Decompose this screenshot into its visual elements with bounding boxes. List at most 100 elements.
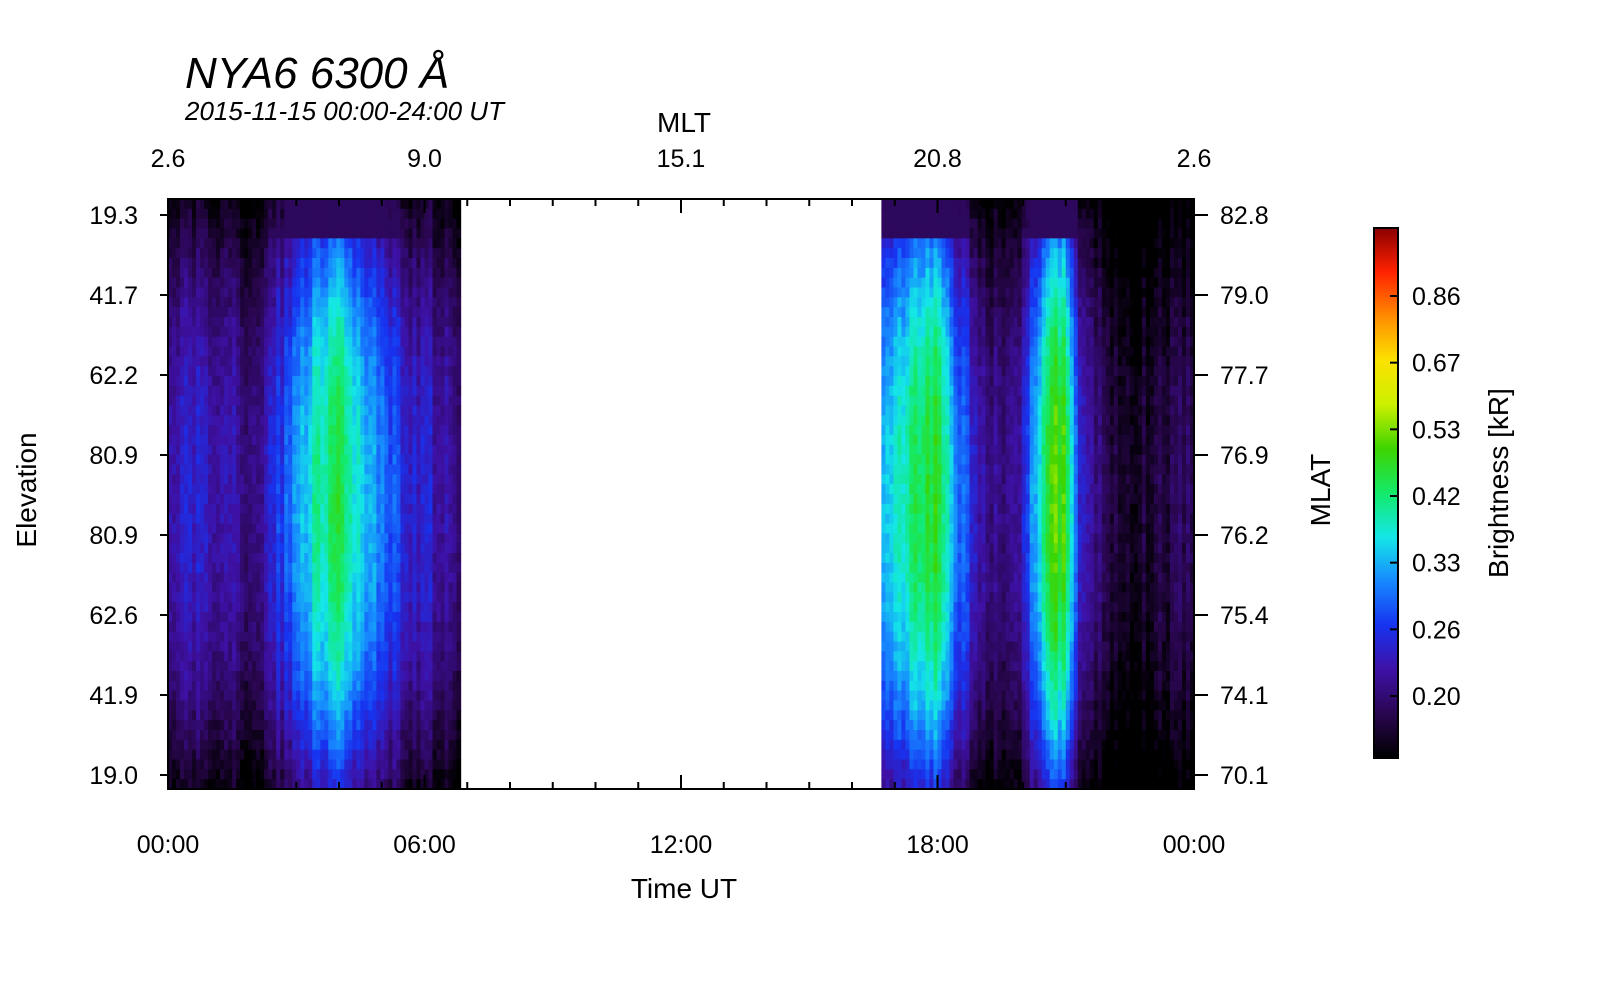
- heatmap-cell: [352, 307, 357, 318]
- heatmap-cell: [308, 208, 313, 220]
- heatmap-cell: [268, 405, 273, 416]
- heatmap-cell: [256, 317, 261, 328]
- heatmap-cell: [424, 759, 430, 770]
- heatmap-cell: [256, 287, 261, 298]
- heatmap-cell: [889, 592, 895, 603]
- heatmap-cell: [300, 317, 305, 328]
- heatmap-cell: [344, 454, 349, 466]
- heatmap-cell: [432, 307, 438, 318]
- heatmap-cell: [360, 228, 365, 239]
- heatmap-cell: [913, 661, 919, 672]
- heatmap-cell: [252, 307, 257, 318]
- heatmap-cell: [364, 395, 369, 407]
- heatmap-cell: [348, 238, 353, 249]
- heatmap-cell: [252, 523, 257, 534]
- heatmap-cell: [264, 356, 269, 367]
- heatmap-cell: [909, 444, 915, 456]
- heatmap-cell: [913, 238, 919, 249]
- heatmap-cell: [885, 218, 891, 230]
- heatmap-cell: [192, 297, 197, 308]
- heatmap-cell: [180, 759, 185, 770]
- heatmap-cell: [913, 582, 919, 593]
- heatmap-cell: [376, 484, 382, 495]
- heatmap-cell: [264, 425, 269, 436]
- heatmap-cell: [897, 317, 903, 328]
- heatmap-cell: [240, 376, 245, 387]
- heatmap-cell: [244, 385, 249, 397]
- heatmap-cell: [288, 661, 293, 672]
- heatmap-cell: [212, 671, 217, 682]
- heatmap-cell: [440, 651, 446, 662]
- heatmap-cell: [448, 366, 454, 377]
- heatmap-cell: [248, 562, 253, 574]
- heatmap-cell: [180, 621, 185, 633]
- heatmap-cell: [208, 621, 213, 633]
- heatmap-cell: [432, 562, 438, 574]
- heatmap-cell: [901, 651, 907, 662]
- heatmap-cell: [448, 592, 454, 603]
- heatmap-cell: [444, 641, 450, 652]
- heatmap-cell: [188, 218, 193, 230]
- heatmap-cell: [364, 228, 369, 239]
- heatmap-cell: [412, 533, 418, 544]
- heatmap-cell: [300, 602, 305, 613]
- heatmap-cell: [893, 671, 899, 682]
- heatmap-cell: [384, 749, 390, 761]
- heatmap-cell: [352, 218, 357, 230]
- heatmap-cell: [240, 435, 245, 446]
- heatmap-cell: [424, 425, 430, 436]
- heatmap-cell: [192, 572, 197, 584]
- heatmap-cell: [300, 700, 305, 711]
- heatmap-cell: [308, 553, 313, 564]
- heatmap-cell: [440, 366, 446, 377]
- heatmap-cell: [416, 759, 422, 770]
- heatmap-cell: [452, 720, 458, 731]
- heatmap-cell: [889, 749, 895, 761]
- heatmap-cell: [200, 562, 205, 574]
- heatmap-cell: [252, 700, 257, 711]
- heatmap-cell: [372, 267, 378, 279]
- heatmap-cell: [232, 385, 237, 397]
- heatmap-cell: [384, 218, 390, 230]
- heatmap-cell: [352, 199, 357, 210]
- heatmap-cell: [256, 631, 261, 643]
- heatmap-cell: [909, 356, 915, 367]
- heatmap-cell: [901, 425, 907, 436]
- heatmap-cell: [212, 602, 217, 613]
- heatmap-cell: [901, 631, 907, 643]
- heatmap-cell: [905, 346, 911, 357]
- heatmap-cell: [176, 749, 181, 761]
- heatmap-cell: [352, 533, 357, 544]
- heatmap-cell: [300, 199, 305, 210]
- heatmap-cell: [240, 592, 245, 603]
- heatmap-cell: [404, 700, 410, 711]
- heatmap-cell: [893, 572, 899, 584]
- heatmap-cell: [372, 503, 378, 515]
- heatmap-cell: [276, 405, 281, 416]
- heatmap-cell: [256, 366, 261, 377]
- heatmap-cell: [204, 376, 209, 387]
- heatmap-cell: [348, 671, 353, 682]
- heatmap-cell: [304, 641, 309, 652]
- heatmap-cell: [905, 739, 911, 751]
- heatmap-cell: [204, 523, 209, 534]
- heatmap-cell: [220, 277, 225, 289]
- heatmap-cell: [452, 297, 458, 308]
- heatmap-cell: [308, 395, 313, 407]
- heatmap-cell: [416, 641, 422, 652]
- heatmap-cell: [228, 484, 233, 495]
- heatmap-cell: [256, 356, 261, 367]
- heatmap-cell: [416, 415, 422, 426]
- heatmap-cell: [344, 317, 349, 328]
- heatmap-cell: [917, 258, 923, 269]
- heatmap-cell: [428, 484, 434, 495]
- heatmap-cell: [360, 533, 365, 544]
- heatmap-cell: [913, 385, 919, 397]
- heatmap-cell: [220, 592, 225, 603]
- heatmap-cell: [272, 572, 277, 584]
- heatmap-cell: [348, 769, 353, 780]
- heatmap-cell: [336, 710, 341, 721]
- heatmap-cell: [248, 631, 253, 643]
- heatmap-cell: [448, 385, 454, 397]
- heatmap-cell: [172, 553, 177, 564]
